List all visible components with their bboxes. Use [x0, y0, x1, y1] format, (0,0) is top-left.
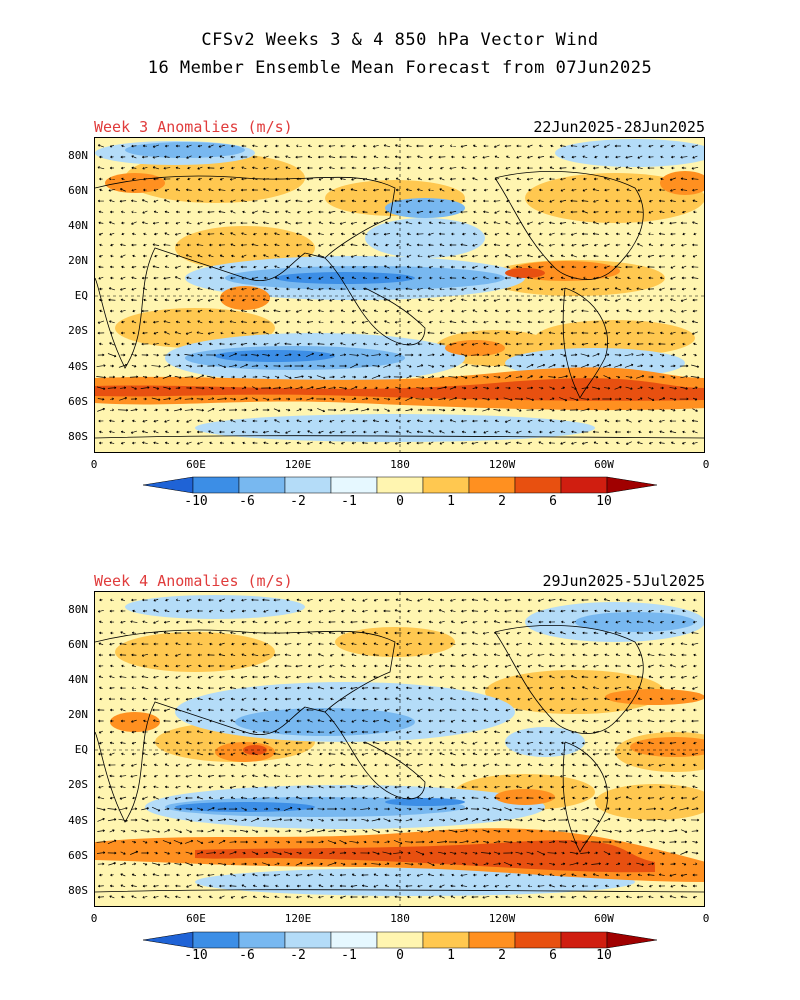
lon-label: 180	[390, 458, 410, 471]
lat-label: EQ	[74, 743, 88, 756]
lon-label: 120W	[488, 912, 516, 925]
figure-title-line-1: CFSv2 Weeks 3 & 4 850 hPa Vector Wind	[201, 30, 599, 50]
lat-label: 40S	[68, 360, 88, 373]
colorbar-label: -6	[239, 494, 255, 509]
lon-label: 120E	[284, 458, 312, 471]
lat-label: 40S	[68, 814, 88, 827]
lat-label: 60N	[68, 638, 88, 651]
lon-label: 120W	[488, 458, 516, 471]
colorbar-label: 6	[549, 494, 557, 509]
colorbar-label: -1	[341, 494, 357, 509]
lon-label: 120E	[284, 912, 312, 925]
lon-label: 0	[90, 458, 98, 471]
colorbar-label: -6	[239, 948, 255, 963]
lon-label: 0	[702, 912, 710, 925]
lat-label: 20N	[68, 254, 88, 267]
lon-label: 0	[90, 912, 98, 925]
week4-map	[94, 591, 705, 907]
week4-panel-label: Week 4 Anomalies (m/s)	[94, 572, 293, 590]
lat-label: 20S	[68, 778, 88, 791]
colorbar-label: 0	[396, 494, 404, 509]
week3-colorbar	[142, 475, 658, 495]
lat-label: 80S	[68, 430, 88, 443]
week3-date-range: 22Jun2025-28Jun2025	[533, 118, 705, 136]
week4-colorbar	[142, 930, 658, 950]
colorbar-label: -2	[290, 494, 306, 509]
lon-label: 60E	[186, 458, 206, 471]
week4-date-range: 29Jun2025-5Jul2025	[542, 572, 705, 590]
colorbar-label: -2	[290, 948, 306, 963]
colorbar-label: 2	[498, 948, 506, 963]
lon-label: 60W	[594, 912, 614, 925]
colorbar-label: 6	[549, 948, 557, 963]
lat-label: 40N	[68, 219, 88, 232]
lat-label: 80N	[68, 149, 88, 162]
colorbar-label: 10	[596, 494, 612, 509]
week3-anomaly-field	[95, 138, 704, 452]
lon-label: 180	[390, 912, 410, 925]
colorbar-label: 2	[498, 494, 506, 509]
lat-label: 60S	[68, 849, 88, 862]
colorbar-label: -10	[184, 494, 208, 509]
lat-label: EQ	[74, 289, 88, 302]
lat-label: 80N	[68, 603, 88, 616]
colorbar-label: 1	[447, 494, 455, 509]
lat-label: 20N	[68, 708, 88, 721]
figure-title-line-2: 16 Member Ensemble Mean Forecast from 07…	[147, 58, 653, 78]
lon-label: 0	[702, 458, 710, 471]
lon-label: 60W	[594, 458, 614, 471]
colorbar-label: -10	[184, 948, 208, 963]
lon-label: 60E	[186, 912, 206, 925]
colorbar-label: 0	[396, 948, 404, 963]
lat-label: 60S	[68, 395, 88, 408]
lat-label: 60N	[68, 184, 88, 197]
lat-label: 40N	[68, 673, 88, 686]
week4-anomaly-field	[95, 592, 704, 906]
week3-panel-label: Week 3 Anomalies (m/s)	[94, 118, 293, 136]
week3-map	[94, 137, 705, 453]
lat-label: 80S	[68, 884, 88, 897]
colorbar-label: -1	[341, 948, 357, 963]
colorbar-label: 1	[447, 948, 455, 963]
lat-label: 20S	[68, 324, 88, 337]
colorbar-label: 10	[596, 948, 612, 963]
